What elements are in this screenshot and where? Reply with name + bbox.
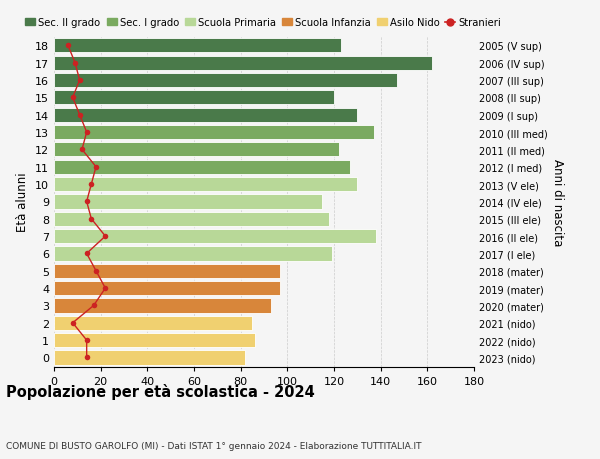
Point [75, 77, 85, 84]
Bar [54, 299, 271, 313]
Point [68, 95, 77, 102]
Point [70, 60, 80, 67]
Bar [54, 351, 245, 365]
Bar [54, 39, 341, 53]
Point [82, 129, 91, 136]
Point [89, 302, 98, 309]
Bar [54, 195, 322, 209]
Bar [54, 212, 329, 226]
Bar [54, 178, 358, 192]
Point [91, 164, 101, 171]
Bar [54, 160, 350, 174]
Text: COMUNE DI BUSTO GAROLFO (MI) - Dati ISTAT 1° gennaio 2024 - Elaborazione TUTTITA: COMUNE DI BUSTO GAROLFO (MI) - Dati ISTA… [6, 441, 421, 450]
Point [82, 354, 91, 361]
Bar [54, 316, 253, 330]
Legend: Sec. II grado, Sec. I grado, Scuola Primaria, Scuola Infanzia, Asilo Nido, Stran: Sec. II grado, Sec. I grado, Scuola Prim… [25, 18, 501, 28]
Bar [54, 333, 254, 347]
Point [91, 268, 101, 275]
Point [75, 112, 85, 119]
Text: Popolazione per età scolastica - 2024: Popolazione per età scolastica - 2024 [6, 383, 315, 399]
Bar [54, 281, 280, 296]
Point [77, 146, 87, 154]
Bar [54, 91, 334, 105]
Bar [54, 143, 338, 157]
Bar [54, 247, 332, 261]
Bar [54, 126, 374, 140]
Point [63, 43, 73, 50]
Y-axis label: Età alunni: Età alunni [16, 172, 29, 232]
Bar [54, 108, 358, 123]
Point [101, 233, 110, 240]
Point [101, 285, 110, 292]
Bar [54, 56, 432, 71]
Point [86, 181, 96, 188]
Bar [54, 74, 397, 88]
Point [82, 198, 91, 206]
Bar [54, 230, 376, 244]
Bar [54, 264, 280, 278]
Y-axis label: Anni di nascita: Anni di nascita [551, 158, 564, 246]
Point [82, 337, 91, 344]
Point [82, 250, 91, 257]
Point [86, 216, 96, 223]
Point [68, 319, 77, 327]
